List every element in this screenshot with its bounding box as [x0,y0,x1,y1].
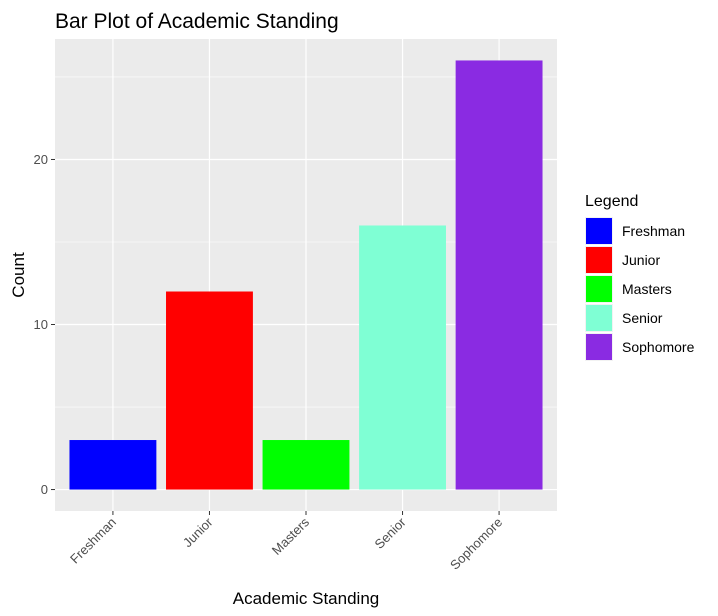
x-axis: Freshman Junior Masters Senior Sophomore [67,511,505,573]
y-tick-label: 20 [34,152,48,167]
legend: Legend Freshman Junior Masters Senior Sophom… [585,193,695,361]
bar-freshman [69,440,157,490]
legend-label: Junior [622,252,660,268]
legend-swatch [586,334,612,360]
bars [69,60,543,490]
y-tick-label: 10 [34,317,48,332]
legend-swatch [586,247,612,273]
legend-label: Masters [622,281,672,297]
bar-masters [262,440,350,490]
legend-label: Senior [622,310,663,326]
legend-title: Legend [585,193,638,210]
x-tick-label: Freshman [67,515,119,567]
x-tick-label: Senior [371,514,409,552]
x-tick-label: Junior [180,514,216,550]
legend-label: Freshman [622,223,685,239]
y-axis: 0 10 20 [34,152,55,497]
bar-senior [359,225,446,490]
bar-junior [166,291,253,490]
legend-label: Sophomore [622,339,695,355]
bar-sophomore [455,60,543,490]
x-tick-label: Sophomore [447,515,505,573]
x-axis-title: Academic Standing [233,589,379,608]
legend-swatch [586,305,612,331]
chart-title: Bar Plot of Academic Standing [55,10,339,33]
y-tick-label: 0 [41,482,48,497]
legend-swatch [586,218,612,244]
x-tick-label: Masters [269,514,313,558]
y-axis-title: Count [9,252,28,298]
legend-swatch [586,276,612,302]
